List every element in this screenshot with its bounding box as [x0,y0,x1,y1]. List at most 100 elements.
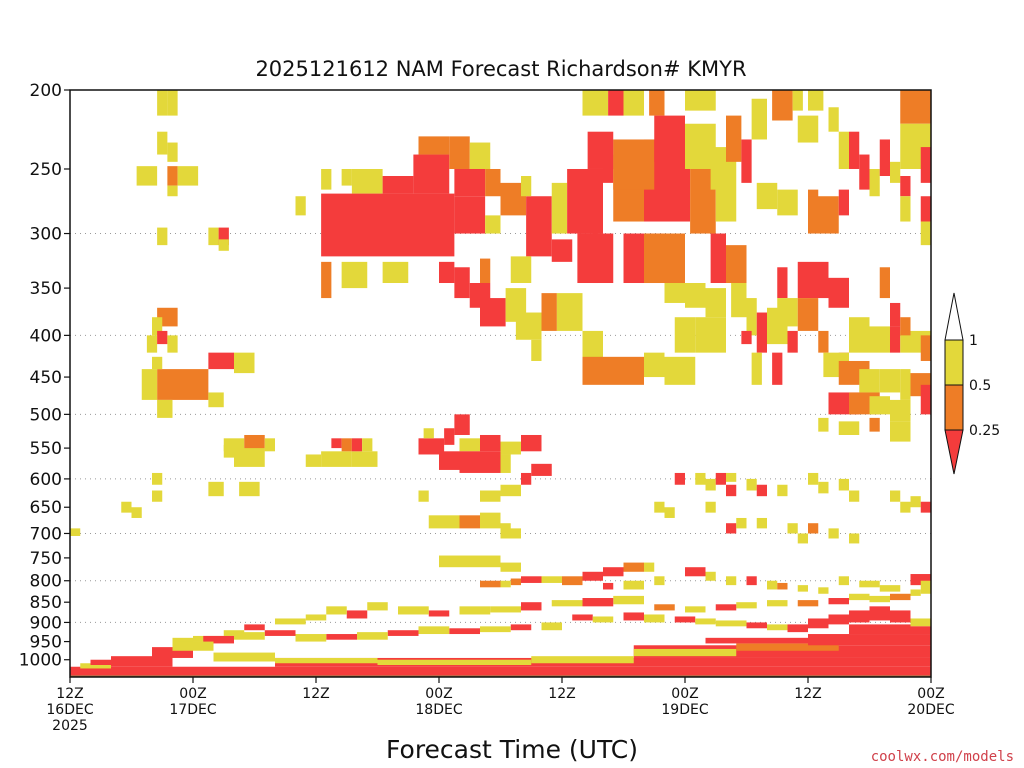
y-axis: 200 250 300 350 400 450 500 550 600 650 700 750 8008… [19,81,70,671]
ri-cell [787,624,808,633]
ri-cell [613,139,655,190]
ri-cell [890,399,911,422]
ri-cell [644,233,685,284]
ri-cell [746,576,757,586]
ri-cell [746,622,767,629]
ri-cell [562,576,583,586]
ri-cell [167,335,178,353]
ri-cell [869,606,890,621]
ri-cell [654,604,675,611]
ri-cell [859,580,880,588]
ri-cell [674,317,696,353]
ri-cell [541,576,562,583]
ri-cell [526,196,552,257]
ri-cell [346,610,368,619]
ri-cell [157,369,209,400]
ri-cell [521,576,542,583]
x-tick-label: 12Z [794,686,821,702]
ri-cell [157,330,168,345]
ri-cell [157,90,168,116]
colorbar-cap-bottom [944,429,964,475]
ri-cell [131,507,142,518]
ri-cell [485,215,501,234]
ri-cell [480,434,501,452]
y-tick-label: 600 [30,470,62,490]
ri-cell [623,580,644,590]
ri-cell [910,626,931,635]
ri-cell [838,478,849,491]
ri-cell [664,507,675,518]
ri-cell [459,606,491,615]
y-tick-label: 800 [30,572,62,592]
ri-cell [828,598,849,605]
x-tick-label: 12Z [548,686,575,702]
ri-cell [644,352,665,378]
ri-cell [80,663,111,669]
ri-cell [218,239,229,251]
ri-cell [146,335,158,353]
ri-cell [869,326,890,353]
ri-cell [910,618,931,627]
ri-cell [695,618,716,625]
ri-cell [351,451,378,467]
ri-cell [828,277,849,308]
ri-cell [741,139,752,183]
ri-cell [777,267,788,299]
ri-cell [326,606,347,615]
ri-cell [500,484,521,497]
ri-cell [218,227,229,246]
ri-cell [828,614,849,625]
ri-cell [685,567,706,577]
x-tick-label: 20DEC [907,702,954,718]
ri-cell [920,196,931,222]
ri-cell [321,261,332,299]
ri-cell [454,414,470,435]
ri-cell [428,515,460,529]
ri-cell [167,185,178,197]
ri-cell [439,451,460,470]
ri-cell [500,580,511,588]
ri-cell [751,352,762,385]
ri-cell [541,622,562,631]
ri-cell [603,567,624,577]
ri-cell [387,630,419,636]
ri-cell [480,258,491,284]
ri-cell [808,90,824,111]
ri-cell [70,528,81,536]
ri-cell [531,656,634,664]
ri-cell [741,330,752,345]
ri-cell [439,555,480,568]
y-tick-label: 850 [30,593,62,613]
ri-cell [849,624,911,635]
ri-cell [382,261,409,284]
colorbar-label: 1 [969,333,978,349]
ri-cell [321,168,332,190]
ri-cell [746,478,757,491]
ri-cell [685,283,706,308]
y-tick-label: 200 [30,81,62,101]
ri-cell [849,490,860,502]
ri-cell [459,438,480,452]
ri-cell [654,115,685,162]
ri-cell [295,634,327,642]
ri-cell [654,576,665,586]
ri-cell [900,90,931,124]
ri-cell [797,115,819,143]
ri-cell [910,589,921,596]
ri-cell [674,472,685,485]
ri-cell [203,635,234,644]
ri-cell [838,576,849,586]
ri-cell [920,580,931,594]
ri-cell [510,624,532,631]
ri-cell [556,293,583,331]
ri-cell [428,610,450,617]
ri-cell [521,602,542,611]
colorbar-label: 0.5 [969,378,991,394]
ri-cell [454,196,486,234]
ri-cell [705,637,808,644]
ri-cell [787,523,798,534]
ri-cell [275,657,378,664]
ri-cell [331,438,342,449]
ri-cell [797,261,829,299]
ri-cell [890,421,911,442]
